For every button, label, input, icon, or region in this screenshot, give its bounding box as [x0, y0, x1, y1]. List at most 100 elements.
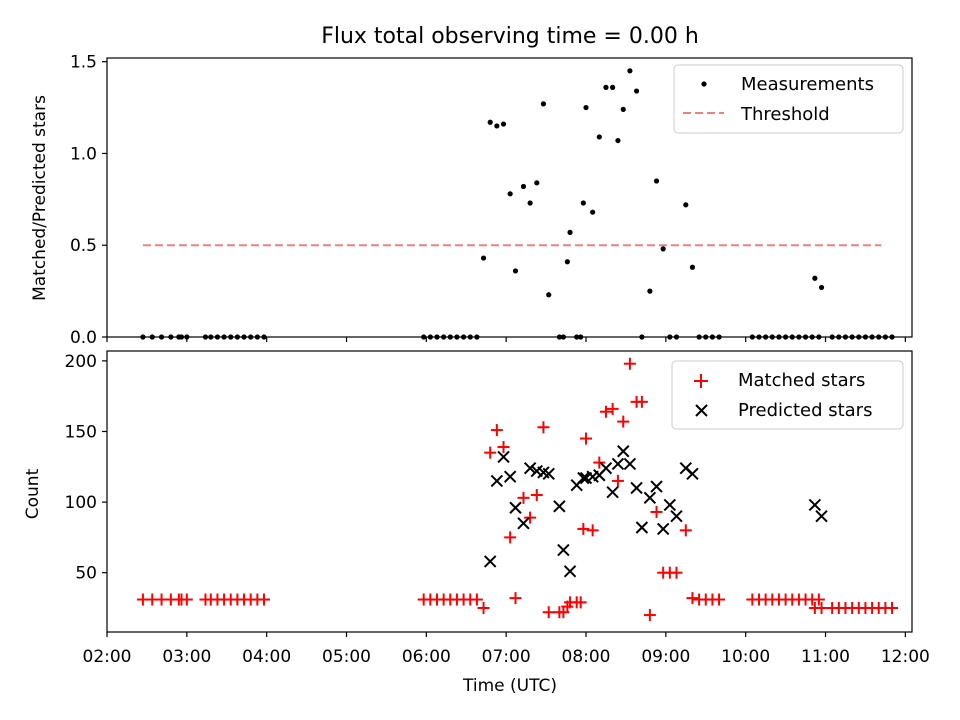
matched-star-point — [497, 441, 510, 454]
measurement-point — [480, 255, 487, 261]
predicted-star-point — [523, 461, 537, 475]
matched-star-point — [606, 402, 619, 415]
predicted-star-point — [650, 480, 663, 493]
matched-star-point — [635, 395, 648, 408]
measurement-point — [248, 334, 254, 340]
matched-star-point — [542, 606, 555, 619]
matched-star-point — [490, 424, 503, 437]
measurement-point — [583, 104, 589, 111]
count-y-axis-label: Count — [23, 468, 43, 519]
measurement-point — [500, 121, 507, 127]
measurement-point — [673, 334, 680, 340]
ratio-plot-frame — [106, 57, 913, 338]
predicted-star-point — [509, 501, 522, 514]
measurement-point — [574, 334, 580, 340]
matched-star-point — [815, 601, 828, 614]
predicted-star-point — [517, 517, 530, 530]
measurement-point — [829, 334, 835, 340]
matched-star-point — [670, 566, 683, 579]
x-tick-label: 04:00 — [242, 647, 291, 667]
measurement-point — [590, 209, 596, 215]
matched-star-point — [886, 601, 899, 614]
predicted-star-point — [686, 467, 699, 481]
count-y-tick-label: 50 — [75, 564, 97, 584]
measurement-point — [782, 334, 789, 340]
predicted-star-point — [497, 450, 510, 464]
matched-star-point — [509, 592, 522, 605]
predicted-star-point — [542, 467, 555, 481]
x-tick-label: 12:00 — [881, 647, 930, 667]
predicted-star-point — [563, 565, 577, 578]
measurement-point — [214, 334, 221, 340]
measurements-legend-label: Measurements — [741, 74, 874, 95]
measurement-point — [140, 334, 146, 340]
measurement-point — [454, 334, 460, 340]
matched-star-point — [713, 593, 726, 606]
matched-star-point — [650, 505, 663, 518]
predicted-star-point — [630, 481, 643, 495]
measurement-point — [202, 334, 209, 340]
count-plot-frame — [106, 350, 913, 633]
x-tick-label: 03:00 — [162, 647, 211, 667]
matched-star-point — [524, 511, 537, 524]
measurement-point — [769, 334, 775, 340]
predicted-star-point — [815, 510, 828, 523]
predicted-stars-legend-marker — [695, 404, 708, 417]
matched-star-point — [599, 405, 612, 418]
measurement-point — [610, 84, 616, 90]
threshold-legend-label: Threshold — [740, 104, 830, 125]
measurement-point — [856, 334, 862, 340]
measurement-point — [709, 334, 716, 340]
measurement-point — [653, 178, 660, 184]
ratio-legend-box — [673, 64, 904, 134]
predicted-star-point — [503, 470, 517, 483]
predicted-star-point — [599, 461, 613, 475]
measurement-point — [178, 334, 185, 340]
measurement-point — [208, 334, 214, 340]
measurement-point — [802, 334, 809, 340]
measurement-point — [421, 334, 427, 340]
measurement-point — [849, 334, 855, 340]
count-data-layer — [136, 357, 899, 622]
measurement-point — [560, 334, 566, 340]
ratio-y-tick-label: 0.0 — [70, 328, 97, 348]
count-y-ticks: 50 100 150 200 — [65, 352, 107, 584]
predicted-star-point — [483, 555, 497, 568]
matched-star-point — [686, 592, 699, 605]
measurement-point — [756, 334, 762, 340]
ratio-y-tick-label: 0.5 — [70, 236, 97, 256]
ratio-data-layer — [140, 68, 895, 340]
x-tick-label: 11:00 — [801, 647, 850, 667]
count-y-tick-label: 200 — [65, 352, 97, 372]
measurement-point — [512, 268, 519, 274]
predicted-star-point — [617, 445, 630, 458]
matched-star-point — [537, 421, 550, 434]
predicted-star-point — [606, 485, 619, 499]
measurement-point — [149, 334, 155, 340]
matched-star-point — [470, 593, 483, 606]
measurement-point — [234, 334, 240, 340]
measurement-point — [836, 334, 842, 340]
measurement-point — [703, 334, 709, 340]
measurement-point — [812, 275, 818, 281]
measurement-point — [627, 68, 633, 74]
predicted-star-point — [623, 457, 637, 471]
measurement-point — [696, 334, 702, 340]
measurement-point — [633, 88, 640, 94]
measurement-point — [578, 334, 584, 340]
measurement-point — [596, 134, 602, 140]
measurement-point — [460, 334, 467, 340]
measurement-point — [241, 334, 247, 340]
count-y-tick-label: 100 — [65, 493, 97, 513]
ratio-y-tick-label: 1.0 — [70, 144, 97, 164]
predicted-star-point — [611, 457, 625, 471]
count-y-tick-label: 150 — [65, 422, 97, 442]
count-legend-box — [671, 360, 904, 430]
x-tick-label: 08:00 — [562, 647, 611, 667]
measurement-point — [427, 334, 433, 340]
matched-star-point — [258, 593, 271, 606]
measurement-point — [603, 84, 609, 90]
measurement-point — [467, 334, 473, 340]
